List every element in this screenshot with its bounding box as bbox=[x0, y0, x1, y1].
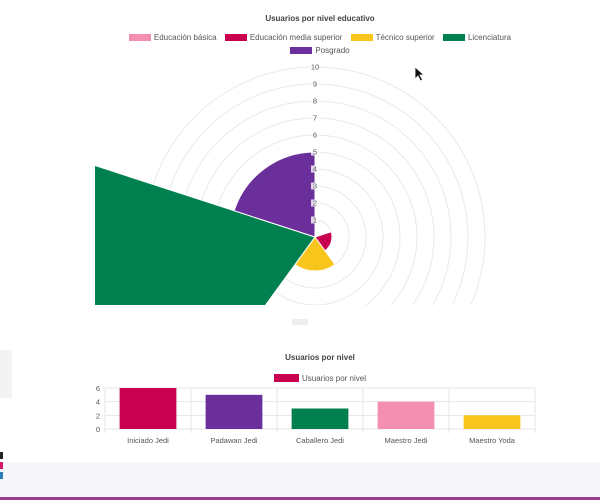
bar-5 bbox=[463, 415, 521, 429]
footer-accent-line bbox=[0, 497, 600, 500]
bar-y-tick-label: 6 bbox=[96, 384, 100, 393]
scroll-tab bbox=[292, 319, 308, 325]
bar-x-tick-label: Caballero Jedi bbox=[296, 436, 344, 445]
polar-tick-backdrop bbox=[311, 97, 319, 105]
legend-label: Usuarios por nivel bbox=[301, 374, 367, 384]
bar-2 bbox=[205, 394, 263, 429]
legend-item-licenciatura[interactable]: Licenciatura bbox=[442, 33, 512, 43]
legend-label: Técnico superior bbox=[375, 33, 435, 43]
bar-4 bbox=[377, 401, 435, 429]
bar-y-tick-label: 4 bbox=[96, 398, 100, 407]
polar-tick-backdrop bbox=[311, 199, 319, 207]
legend-item-posgrado[interactable]: Posgrado bbox=[290, 46, 350, 56]
polar-tick-backdrop bbox=[311, 63, 319, 71]
legend-label: Licenciatura bbox=[467, 33, 512, 43]
legend-swatch bbox=[273, 374, 299, 383]
footer-strip bbox=[0, 462, 600, 500]
polar-tick-backdrop bbox=[311, 182, 319, 190]
polar-sector-5 bbox=[233, 151, 316, 238]
polar-tick-label: 6 bbox=[313, 131, 317, 140]
polar-tick-label: 9 bbox=[313, 80, 317, 89]
bar-legend: Usuarios por nivel bbox=[95, 374, 545, 383]
legend-swatch bbox=[350, 34, 373, 42]
polar-tick-label: 7 bbox=[313, 114, 317, 123]
left-edge-marks bbox=[0, 452, 3, 492]
bar-chart-title: Usuarios por nivel bbox=[285, 353, 355, 362]
polar-tick-backdrop bbox=[311, 80, 319, 88]
polar-tick-label: 8 bbox=[313, 97, 317, 106]
legend-label: Educación básica bbox=[153, 33, 217, 43]
legend-item-educacion-basica[interactable]: Educación básica bbox=[128, 33, 217, 43]
polar-chart-panel: Usuarios por nivel educativo Educación b… bbox=[95, 0, 545, 305]
legend-swatch bbox=[128, 34, 151, 42]
polar-sector-4 bbox=[95, 164, 316, 305]
polar-area-chart: 1 2 3 4 5 6 7 8 9 10 bbox=[95, 63, 486, 305]
polar-tick-label: 4 bbox=[313, 165, 317, 174]
polar-tick-backdrop bbox=[311, 114, 319, 122]
polar-legend-row-2: Posgrado bbox=[95, 46, 545, 55]
legend-item-usuarios-por-nivel[interactable]: Usuarios por nivel bbox=[273, 374, 367, 384]
polar-tick-backdrop bbox=[311, 165, 319, 173]
polar-tick-label: 2 bbox=[313, 199, 317, 208]
bar-3 bbox=[291, 408, 349, 429]
bar-x-tick-label: Maestro Yoda bbox=[469, 436, 516, 445]
bar-x-tick-label: Iniciado Jedi bbox=[127, 436, 169, 445]
legend-item-tecnico-superior[interactable]: Técnico superior bbox=[350, 33, 435, 43]
bar-x-tick-label: Padawan Jedi bbox=[210, 436, 257, 445]
bar-x-tick-label: Maestro Jedi bbox=[385, 436, 428, 445]
polar-sector-3 bbox=[294, 236, 336, 272]
polar-legend-row-1: Educación básica Educación media superio… bbox=[95, 33, 545, 42]
legend-swatch bbox=[442, 34, 465, 42]
left-background-band bbox=[0, 350, 12, 398]
legend-swatch bbox=[290, 47, 313, 55]
legend-label: Educación media superior bbox=[249, 33, 343, 43]
polar-tick-label: 10 bbox=[311, 63, 319, 72]
polar-tick-label: 3 bbox=[313, 182, 317, 191]
polar-tick-backdrop bbox=[311, 148, 319, 156]
bar-y-tick-label: 0 bbox=[96, 425, 100, 434]
legend-label: Posgrado bbox=[315, 46, 350, 56]
legend-item-educacion-media-superior[interactable]: Educación media superior bbox=[224, 33, 343, 43]
bar-chart: 0 2 4 6 Iniciado Jedi Padawan Jedi Caballero J… bbox=[96, 384, 536, 445]
polar-chart-title: Usuarios por nivel educativo bbox=[265, 14, 375, 23]
polar-tick-label: 1 bbox=[313, 216, 317, 225]
bar-chart-panel: Usuarios por nivel Usuarios por nivel 0 2… bbox=[95, 335, 545, 460]
bar-y-tick-label: 2 bbox=[96, 411, 100, 420]
polar-tick-backdrop bbox=[311, 216, 319, 224]
legend-swatch bbox=[224, 34, 247, 42]
bar-1 bbox=[119, 388, 177, 429]
polar-tick-label: 5 bbox=[313, 148, 317, 157]
polar-tick-backdrop bbox=[311, 131, 319, 139]
mouse-cursor-icon bbox=[414, 66, 426, 82]
